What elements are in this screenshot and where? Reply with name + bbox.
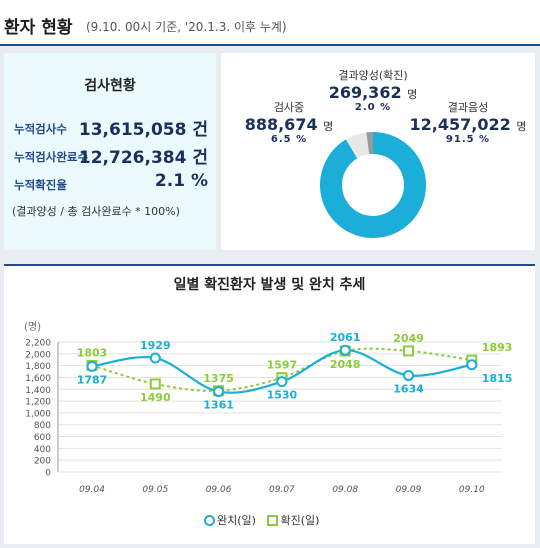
- recovered-point: [213, 386, 225, 398]
- recovered-point: [149, 352, 161, 364]
- negative-pct: 91.5 %: [445, 134, 491, 145]
- testing-unit: 명: [323, 120, 334, 133]
- stat-label: 누적검사수: [14, 122, 67, 136]
- stat-label: 누적검사완료수: [14, 150, 89, 164]
- negative-caption: 결과음성: [447, 101, 489, 114]
- confirmed-legend-icon: [267, 514, 279, 526]
- y-tick-label: 2,000: [25, 350, 51, 360]
- page-header: 환자 현황 (9.10. 00시 기준, '20.1.3. 이후 누계): [0, 0, 540, 44]
- donut-label-testing: 검사중 888,674 명 6.5 %: [229, 99, 349, 145]
- negative-unit: 명: [516, 120, 527, 133]
- stat-row-positive-rate: 누적확진율 2.1 %: [14, 171, 214, 195]
- y-tick-label: 800: [34, 421, 51, 431]
- x-tick-label: 09.10: [459, 485, 485, 495]
- y-tick-label: 1,400: [25, 386, 51, 396]
- testing-value: 888,674: [244, 115, 318, 134]
- y-tick-label: 2,200: [25, 339, 51, 349]
- y-tick-label: 1,200: [25, 398, 51, 408]
- legend-confirmed: 확진(일): [280, 514, 320, 527]
- y-tick-label: 1,000: [25, 409, 51, 419]
- y-tick-label: 400: [34, 445, 51, 455]
- y-tick-label: 1,600: [25, 374, 51, 384]
- confirmed-data-label: 1490: [140, 391, 171, 404]
- x-tick-label: 09.08: [332, 485, 358, 495]
- stat-value: 2.1 %: [154, 171, 208, 191]
- recovered-data-label: 1787: [77, 373, 108, 386]
- y-tick-label: 0: [45, 469, 51, 479]
- negative-value: 12,457,022: [409, 115, 511, 134]
- x-tick-label: 09.09: [396, 485, 422, 495]
- positive-unit: 명: [407, 88, 418, 101]
- page-title: 환자 현황: [4, 18, 73, 38]
- stat-label: 누적확진율: [14, 178, 67, 192]
- stat-value: 13,615,058 건: [78, 120, 208, 140]
- recovered-data-label: 1929: [140, 339, 171, 352]
- chart-legend: 완치(일) 확진(일): [204, 512, 319, 528]
- recovered-point: [86, 360, 98, 372]
- confirmed-data-label: 2049: [393, 332, 424, 345]
- recovered-data-label: 1530: [267, 389, 298, 402]
- donut-chart: [320, 132, 426, 238]
- confirmed-data-label: 2048: [330, 358, 361, 371]
- stat-value: 12,726,384 건: [78, 148, 208, 168]
- donut-label-negative: 결과음성 12,457,022 명 91.5 %: [401, 99, 535, 145]
- stat-row-completed-tests: 누적검사완료수 12,726,384 건: [14, 143, 214, 168]
- stat-row-total-tests: 누적검사수 13,615,058 건: [14, 115, 214, 140]
- x-tick-label: 09.07: [269, 485, 295, 495]
- y-tick-label: 1,800: [25, 362, 51, 372]
- recovered-point: [466, 359, 478, 371]
- recovered-data-label: 2061: [330, 331, 361, 344]
- confirmed-data-label: 1893: [482, 341, 513, 354]
- trend-chart-title: 일별 확진환자 발생 및 완치 추세: [173, 277, 366, 293]
- trend-chart-box: 일별 확진환자 발생 및 완치 추세 (명) 0 200 400 600 800 1,000…: [4, 264, 535, 544]
- y-axis-unit: (명): [24, 321, 41, 333]
- page-subtitle: (9.10. 00시 기준, '20.1.3. 이후 누계): [86, 20, 287, 34]
- confirmed-data-label: 1803: [77, 346, 108, 359]
- recovered-point: [339, 344, 351, 356]
- confirmed-point: [403, 345, 414, 357]
- positive-caption: 결과양성(확진): [338, 69, 408, 82]
- x-tick-label: 09.06: [206, 485, 232, 495]
- legend-recovered: 완치(일): [217, 514, 256, 527]
- recovered-point: [276, 376, 288, 388]
- donut-slice-testing: [346, 132, 370, 159]
- donut-slice-positive: [366, 132, 373, 155]
- confirmed-data-label: 1597: [267, 359, 298, 372]
- confirmed-data-label: 1375: [203, 372, 234, 385]
- rate-formula-note: (결과양성 / 총 검사완료수 * 100%): [12, 205, 180, 218]
- x-tick-label: 09.04: [79, 485, 105, 495]
- y-tick-label: 200: [34, 457, 51, 467]
- donut-slice-negative: [320, 132, 426, 238]
- header-divider: [0, 44, 540, 46]
- testing-caption: 검사중: [273, 101, 305, 114]
- recovered-data-label: 1634: [393, 382, 424, 395]
- recovered-point: [403, 369, 414, 381]
- recovered-data-label: 1361: [203, 399, 234, 412]
- donut-label-positive: 결과양성(확진) 269,362 명 2.0 %: [313, 67, 433, 113]
- confirmed-point: [149, 378, 161, 390]
- testing-pct: 6.5 %: [270, 134, 308, 145]
- x-tick-label: 09.05: [142, 485, 168, 495]
- positive-value: 269,362: [328, 83, 402, 102]
- test-status-title: 검사현황: [84, 78, 136, 94]
- positive-pct: 2.0 %: [354, 102, 392, 113]
- test-result-donut-box: 검사중 888,674 명 6.5 % 결과양성(확진) 269,362 명 2…: [221, 53, 535, 250]
- y-tick-label: 600: [34, 433, 51, 443]
- recovered-data-label: 1815: [482, 372, 513, 385]
- recovered-legend-icon: [204, 514, 215, 526]
- test-status-box: 검사현황 누적검사수 13,615,058 건 누적검사완료수 12,726,3…: [4, 53, 216, 250]
